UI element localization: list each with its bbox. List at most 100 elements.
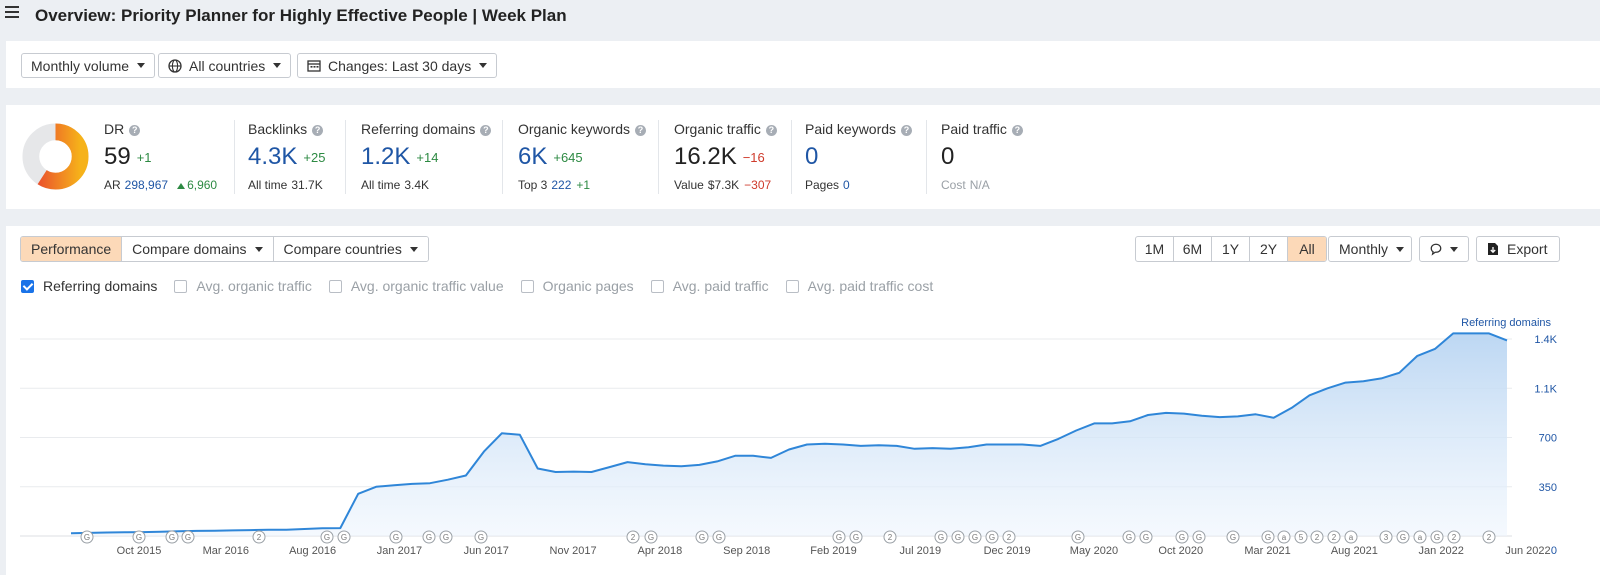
annotation-marker[interactable]: 2 xyxy=(1002,530,1016,544)
tab-performance[interactable]: Performance xyxy=(21,237,123,261)
export-button[interactable]: Export xyxy=(1476,236,1560,262)
annotation-marker[interactable]: G xyxy=(181,530,195,544)
annotation-marker[interactable]: G xyxy=(951,530,965,544)
annotation-label: G xyxy=(1179,533,1185,542)
checkbox-box[interactable] xyxy=(520,279,534,293)
checkbox-box[interactable] xyxy=(21,279,34,293)
annotation-marker[interactable]: 2 xyxy=(1327,530,1341,544)
checkbox-avg-organic-traffic-value[interactable]: Avg. organic traffic value xyxy=(328,278,504,294)
help-icon[interactable]: ? xyxy=(635,125,647,136)
range-all[interactable]: All xyxy=(1288,237,1326,261)
checkbox-box[interactable] xyxy=(650,279,664,293)
annotation-marker[interactable]: G xyxy=(712,530,726,544)
checkbox-box[interactable] xyxy=(174,279,188,293)
annotation-marker[interactable]: G xyxy=(439,530,453,544)
annotation-marker[interactable]: 2 xyxy=(1310,530,1324,544)
x-tick-label: Mar 2021 xyxy=(1244,545,1290,557)
annotation-marker[interactable]: 2 xyxy=(1447,530,1461,544)
chart-panel: Performance Compare domains Compare coun… xyxy=(6,226,1600,575)
annotation-marker[interactable]: 3 xyxy=(1379,530,1393,544)
range-6m[interactable]: 6M xyxy=(1174,237,1212,261)
volume-dropdown[interactable]: Monthly volume xyxy=(21,53,156,78)
x-tick-label: May 2020 xyxy=(1070,545,1118,557)
ar-label: AR xyxy=(104,178,121,192)
help-icon[interactable]: ? xyxy=(1011,125,1023,136)
pages-value[interactable]: 0 xyxy=(843,178,850,192)
annotation-marker[interactable]: G xyxy=(422,530,436,544)
annotation-marker[interactable]: G xyxy=(695,530,709,544)
help-icon[interactable]: ? xyxy=(312,125,324,136)
checkbox-box[interactable] xyxy=(785,279,799,293)
annotation-marker[interactable]: G xyxy=(1122,530,1136,544)
annotation-circle xyxy=(1122,530,1136,544)
help-icon[interactable]: ? xyxy=(765,125,777,136)
annotation-marker[interactable]: G xyxy=(1071,530,1085,544)
menu-icon[interactable] xyxy=(5,6,19,20)
annotation-marker[interactable]: a xyxy=(1344,530,1358,544)
annotation-marker[interactable]: G xyxy=(968,530,982,544)
chart-tabs: Performance Compare domains Compare coun… xyxy=(20,236,429,262)
annotation-marker[interactable]: G xyxy=(644,530,658,544)
volume-dropdown-label: Monthly volume xyxy=(31,57,130,74)
annotation-marker[interactable]: 2 xyxy=(1482,530,1496,544)
annotation-marker[interactable]: G xyxy=(337,530,351,544)
annotation-marker[interactable]: G xyxy=(80,530,94,544)
annotation-marker[interactable]: G xyxy=(1175,530,1189,544)
annotation-marker[interactable]: a xyxy=(1413,530,1427,544)
annotation-circle xyxy=(883,530,897,544)
annotation-marker[interactable]: G xyxy=(849,530,863,544)
annotation-circle xyxy=(695,530,709,544)
checkbox-avg-paid-traffic-cost[interactable]: Avg. paid traffic cost xyxy=(785,278,933,294)
annotation-marker[interactable]: 2 xyxy=(626,530,640,544)
annotation-marker[interactable]: 2 xyxy=(252,530,266,544)
countries-dropdown[interactable]: All countries xyxy=(158,53,292,78)
annotation-marker[interactable]: G xyxy=(1139,530,1153,544)
ar-value[interactable]: 298,967 xyxy=(124,178,169,192)
annotation-marker[interactable]: G xyxy=(165,530,179,544)
metric-organic-keywords: Organic keywords? 6K +645 Top 3 222 +1 xyxy=(502,105,657,209)
annotation-marker[interactable]: G xyxy=(1396,530,1410,544)
range-1y[interactable]: 1Y xyxy=(1212,237,1250,261)
interval-dropdown[interactable]: Monthly xyxy=(1328,236,1412,262)
metric-backlinks-value[interactable]: 4.3K xyxy=(248,143,298,170)
annotation-marker[interactable]: G xyxy=(1430,530,1444,544)
range-1m[interactable]: 1M xyxy=(1136,237,1174,261)
chevron-down-icon xyxy=(409,246,418,252)
annotation-marker[interactable]: G xyxy=(985,530,999,544)
annotation-marker[interactable]: 2 xyxy=(883,530,897,544)
annotation-circle xyxy=(1447,530,1461,544)
annotation-label: G xyxy=(136,533,142,542)
annotation-marker[interactable]: G xyxy=(1192,530,1206,544)
checkbox-avg-organic-traffic[interactable]: Avg. organic traffic xyxy=(174,278,312,294)
metric-backlinks: Backlinks? 4.3K +25 All time 31.7K xyxy=(234,105,344,209)
changes-dropdown-label: Changes: Last 30 days xyxy=(328,57,472,74)
changes-dropdown[interactable]: Changes: Last 30 days xyxy=(297,53,498,78)
annotation-marker[interactable]: G xyxy=(934,530,948,544)
tab-compare-countries[interactable]: Compare countries xyxy=(273,237,428,261)
help-icon[interactable]: ? xyxy=(129,125,141,136)
metric-paidkw-value[interactable]: 0 xyxy=(805,143,819,170)
metric-orgkw-value[interactable]: 6K xyxy=(518,143,548,170)
help-icon[interactable]: ? xyxy=(480,125,492,136)
annotation-marker[interactable]: G xyxy=(1226,530,1240,544)
annotation-marker[interactable]: G xyxy=(474,530,488,544)
help-icon[interactable]: ? xyxy=(901,125,913,136)
annotation-marker[interactable]: G xyxy=(132,530,146,544)
tab-compare-domains[interactable]: Compare domains xyxy=(122,237,274,261)
annotation-marker[interactable]: G xyxy=(832,530,846,544)
export-label: Export xyxy=(1507,241,1548,257)
annotation-marker[interactable]: G xyxy=(1261,530,1275,544)
checkbox-box[interactable] xyxy=(328,279,342,293)
annotation-marker[interactable]: 5 xyxy=(1294,530,1308,544)
checkbox-referring-domains[interactable]: Referring domains xyxy=(21,278,157,294)
top3-value[interactable]: 222 xyxy=(551,178,572,192)
annotation-marker[interactable]: G xyxy=(320,530,334,544)
metric-referring-domains: Referring domains? 1.2K +14 All time 3.4K xyxy=(345,105,501,209)
annotation-marker[interactable]: G xyxy=(389,530,403,544)
metric-refdomains-value[interactable]: 1.2K xyxy=(361,143,411,170)
annotation-marker[interactable]: a xyxy=(1277,530,1291,544)
range-2y[interactable]: 2Y xyxy=(1250,237,1288,261)
checkbox-avg-paid-traffic[interactable]: Avg. paid traffic xyxy=(650,278,769,294)
annotations-dropdown[interactable] xyxy=(1419,236,1469,262)
checkbox-organic-pages[interactable]: Organic pages xyxy=(520,278,634,294)
